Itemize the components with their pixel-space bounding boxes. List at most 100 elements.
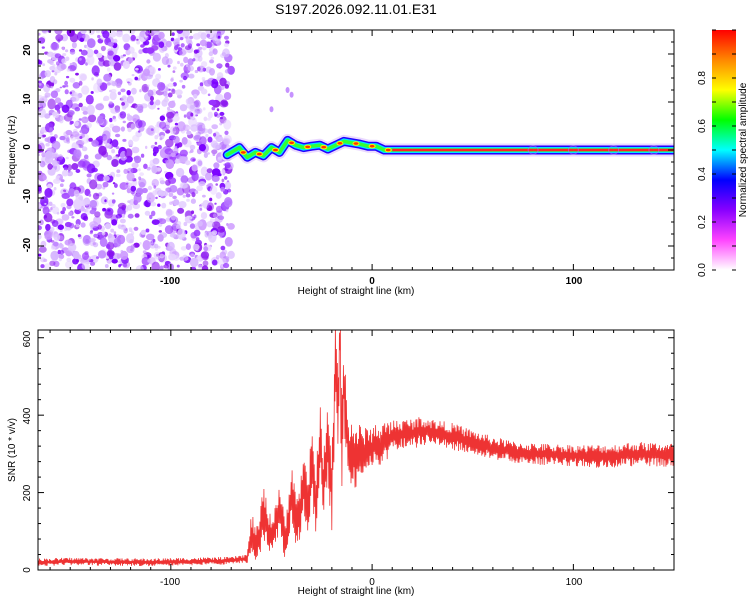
noise-speckle [190,124,199,132]
noise-speckle [72,250,80,260]
noise-speckle [187,58,194,66]
noise-speckle [152,190,157,196]
noise-speckle [115,173,121,178]
noise-speckle [119,218,126,224]
noise-speckle [79,57,82,61]
noise-speckle [147,259,152,263]
noise-speckle [89,209,96,215]
noise-speckle [164,95,169,98]
noise-speckle [163,191,169,197]
noise-speckle [217,156,223,160]
noise-speckle [117,202,127,209]
noise-speckle [87,38,96,49]
noise-speckle [213,132,217,137]
noise-speckle [159,46,166,53]
noise-speckle [38,170,43,175]
noise-speckle [151,219,160,226]
noise-speckle [126,90,131,96]
noise-speckle [208,51,214,57]
noise-speckle [130,105,134,108]
noise-speckle [133,226,139,231]
noise-speckle [79,128,88,135]
noise-speckle [78,118,83,121]
noise-speckle [61,169,69,177]
colorbar-tick-label: 0.2 [697,215,708,229]
noise-speckle [135,67,139,71]
noise-speckle [66,30,75,37]
noise-speckle [223,42,229,48]
noise-speckle [197,55,203,62]
noise-speckle [53,241,59,247]
noise-speckle [170,215,176,221]
noise-speckle [193,93,198,99]
noise-speckle [136,187,144,196]
noise-speckle [71,42,77,49]
noise-speckle [150,201,157,207]
noise-speckle [145,228,150,233]
noise-speckle [224,176,228,180]
noise-speckle [77,55,86,66]
noise-speckle [40,240,47,248]
noise-speckle [215,205,223,213]
noise-speckle [65,260,74,269]
noise-speckle [49,127,53,133]
noise-speckle [113,38,118,44]
noise-speckle [186,64,189,68]
track-core [384,147,392,153]
noise-speckle [51,220,59,227]
noise-speckle [106,154,113,161]
noise-speckle [163,264,169,269]
noise-speckle [196,158,203,168]
noise-speckle [126,167,134,174]
noise-speckle [179,104,188,112]
noise-speckle [139,89,142,93]
noise-speckle [105,143,112,149]
noise-speckle [210,56,215,60]
noise-speckle [151,178,159,187]
noise-speckle [135,119,143,129]
noise-speckle [41,30,49,34]
noise-speckle [189,104,195,111]
noise-speckle [185,160,191,166]
noise-speckle [157,107,160,110]
spectrogram-panel: -100 0 100 Height of straight line (km) … [7,29,675,297]
noise-speckle [200,212,208,220]
bottom-y-tick-label: 0 [22,567,33,573]
noise-speckle [211,41,216,47]
noise-speckle [179,149,188,157]
noise-speckle [211,106,216,111]
noise-speckle [196,185,203,192]
noise-speckle [195,237,200,241]
noise-speckle [206,117,211,121]
noise-speckle [217,35,221,39]
noise-speckle [165,179,171,186]
noise-speckle [65,156,69,160]
noise-speckle [165,40,172,48]
noise-speckle [212,81,215,85]
noise-speckle [80,222,86,228]
noise-speckle [197,65,205,73]
noise-speckle [106,67,111,72]
noise-speckle [117,91,122,96]
noise-speckle [173,135,180,144]
noise-speckle [94,211,101,218]
noise-speckle [202,107,206,111]
noise-speckle [200,88,208,95]
noise-speckle [168,192,174,197]
noise-speckle [206,221,214,228]
noise-speckle [211,221,221,229]
noise-speckle [132,134,140,142]
noise-speckle [38,225,43,231]
noise-speckle [215,192,222,199]
noise-speckle [42,175,47,181]
noise-speckle [128,227,133,231]
noise-speckle [113,237,122,247]
noise-speckle [128,57,134,63]
noise-speckle [114,183,118,189]
noise-speckle [146,84,150,87]
noise-speckle [206,33,211,38]
noise-speckle [99,237,108,247]
noise-speckle [81,116,89,124]
noise-speckle [44,70,51,78]
